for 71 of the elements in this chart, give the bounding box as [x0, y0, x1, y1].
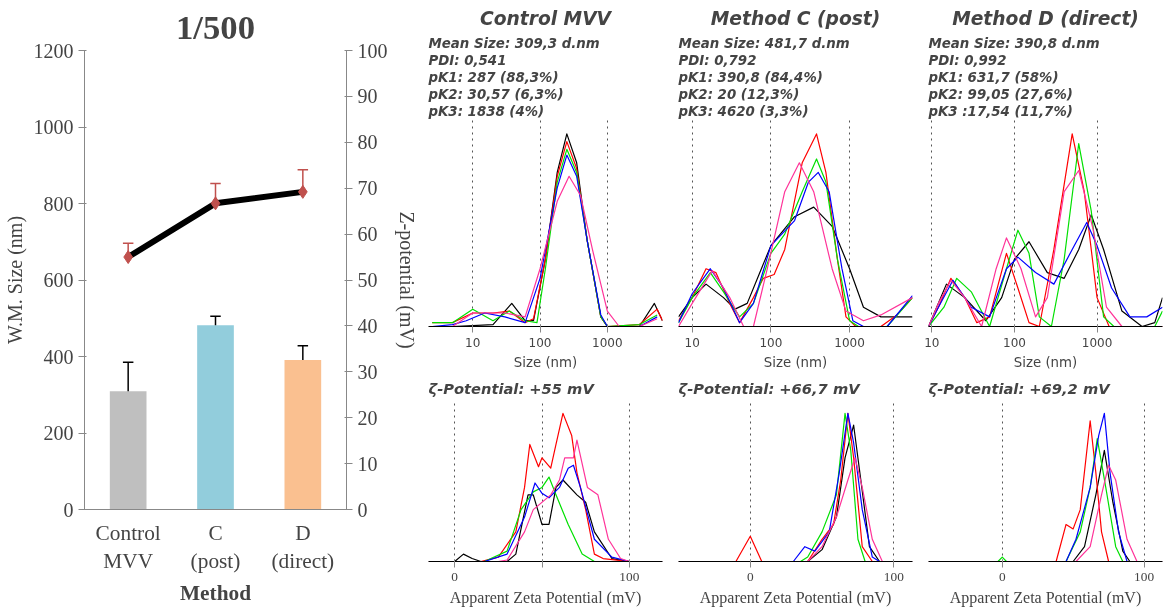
chart-title: ζ-Potential: +66,7 mV [678, 379, 862, 397]
x-axis-title: Size (nm) [763, 354, 828, 370]
x-tick-label: 100 [619, 568, 640, 584]
text: pK2: 99,05 (27,6%) [927, 86, 1073, 102]
x-tick-label: 10 [924, 335, 940, 350]
y-tick-label: 600 [43, 269, 74, 291]
x-tick-label: 100 [1134, 568, 1155, 584]
x-tick-label: 0 [998, 568, 1006, 584]
y-tick-label: 800 [43, 192, 74, 215]
text: PDI: 0,541 [428, 52, 507, 68]
y-axis-title: W.M. Size (nm) [3, 215, 27, 345]
bar [197, 325, 234, 510]
y2-tick-label: 0 [357, 498, 368, 521]
y2-tick-label: 100 [357, 39, 388, 62]
chart-title: Method D (direct) [952, 7, 1139, 29]
y2-tick-label: 90 [357, 85, 378, 108]
x-axis-title: Apparent Zeta Potential (mV) [449, 588, 642, 607]
text: Mean Size: 309,3 d.nm [428, 35, 600, 51]
chart-title: 1/500 [176, 7, 255, 46]
text: pK3 :17,54 (11,7%) [927, 103, 1073, 119]
x-axis-title: Size (nm) [1013, 354, 1078, 370]
x-axis-title: Apparent Zeta Potential (mV) [699, 588, 892, 607]
y-tick-label: 1000 [33, 116, 74, 138]
text: pK1: 287 (88,3%) [427, 69, 559, 85]
y-tick-label: 400 [43, 345, 74, 368]
bar [284, 360, 322, 510]
y-tick-label: 200 [43, 422, 74, 444]
x-axis-title: Size (nm) [513, 354, 578, 370]
chart-title: ζ-Potential: +55 mV [428, 379, 596, 397]
x-tick-label: C (post) [190, 520, 241, 574]
text: PDI: 0,992 [928, 52, 1007, 68]
x-axis-title: Apparent Zeta Potential (mV) [949, 588, 1142, 607]
y2-tick-label: 40 [357, 314, 378, 337]
x-tick-label: Control MVV [95, 520, 161, 574]
x-tick-label: 100 [528, 335, 552, 350]
text: pK2: 30,57 (6,3%) [427, 86, 564, 102]
x-tick-label: 10 [465, 335, 481, 350]
x-tick-label: 100 [759, 335, 783, 350]
x-tick-label: 0 [451, 568, 459, 584]
y2-tick-label: 20 [357, 406, 378, 429]
x-tick-label: D (direct) [271, 520, 335, 574]
x-tick-label: 1000 [1081, 335, 1113, 350]
chart-title: Method C (post) [710, 7, 881, 29]
y2-tick-label: 70 [357, 177, 378, 200]
text: pK3: 1838 (4%) [427, 103, 545, 119]
y-tick-label: 1200 [33, 39, 74, 62]
x-tick-label: 0 [746, 568, 754, 584]
text: pK2: 20 (12,3%) [677, 86, 800, 102]
x-tick-label: 100 [883, 568, 905, 584]
text: Mean Size: 481,7 d.nm [678, 35, 850, 51]
x-tick-label: 100 [1003, 335, 1026, 350]
text: pK3: 4620 (3,3%) [677, 103, 809, 119]
y2-tick-label: 80 [357, 131, 378, 154]
text: pK1: 631,7 (58%) [927, 69, 1059, 85]
chart-title: Control MVV [479, 7, 613, 29]
x-axis-title: Method [179, 581, 252, 606]
bar [109, 391, 147, 510]
y2-tick-label: 50 [357, 269, 378, 291]
x-tick-label: 1000 [834, 335, 865, 350]
y2-tick-label: 60 [357, 223, 378, 246]
text: Mean Size: 390,8 d.nm [928, 35, 1100, 51]
y2-axis-title: Z-potential (mV) [394, 211, 418, 349]
text: PDI: 0,792 [678, 52, 757, 68]
y2-tick-label: 10 [357, 452, 378, 475]
y2-tick-label: 30 [357, 360, 378, 383]
chart-title: ζ-Potential: +69,2 mV [928, 379, 1112, 397]
y-tick-label: 0 [63, 498, 74, 521]
x-tick-label: 10 [684, 335, 700, 350]
point [210, 196, 221, 211]
x-tick-label: 1000 [592, 335, 623, 350]
text: pK1: 390,8 (84,4%) [677, 69, 823, 85]
